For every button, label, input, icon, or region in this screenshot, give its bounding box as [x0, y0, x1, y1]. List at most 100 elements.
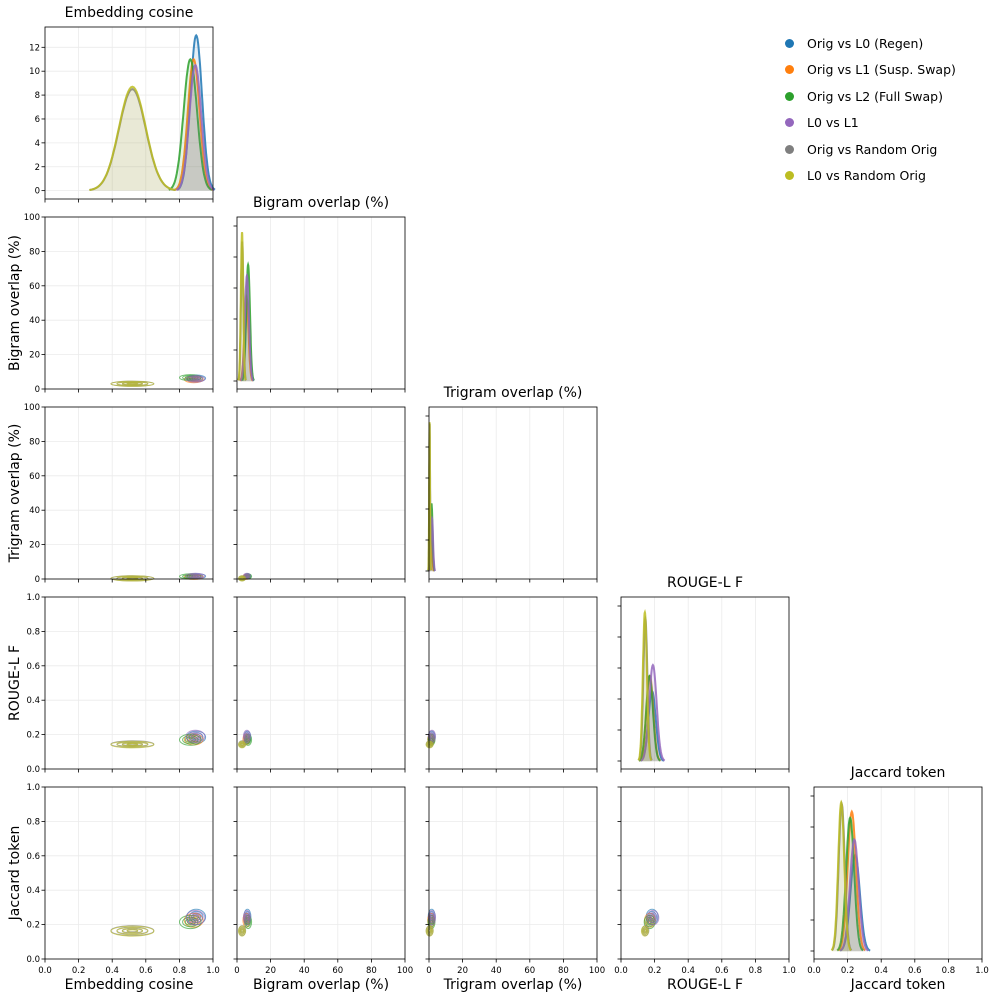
contour [110, 380, 155, 387]
y-tick-label: 0 [35, 575, 40, 585]
row-label: Jaccard token [7, 826, 23, 922]
contour [239, 742, 245, 747]
legend-marker [785, 38, 794, 48]
contour [245, 734, 249, 739]
x-tick-label: 60 [524, 966, 535, 976]
panel-4-4 [810, 786, 983, 963]
contour [427, 928, 432, 934]
panel-1-0 [41, 216, 214, 393]
y-tick-label: 0 [35, 187, 40, 197]
contour [242, 910, 251, 926]
contour [116, 576, 149, 581]
legend-marker [785, 118, 794, 128]
x-tick-label: 0.6 [908, 966, 922, 976]
contour [126, 743, 139, 746]
y-tick-label: 20 [29, 541, 40, 551]
legend-label: L0 vs Random Orig [807, 168, 926, 184]
x-tick-label: 100 [397, 966, 413, 976]
panel-frame [44, 786, 214, 960]
contour [192, 574, 199, 578]
legend-label: Orig vs L2 (Full Swap) [807, 88, 943, 104]
density-curve [640, 663, 666, 762]
x-tick-label: 0.4 [874, 966, 888, 976]
contour [121, 928, 143, 934]
contour [116, 927, 149, 936]
contour [240, 743, 244, 746]
contour [239, 741, 245, 748]
diag-title: Embedding cosine [65, 5, 194, 21]
x-tick-label: 0 [234, 966, 239, 976]
panel-3-0 [41, 596, 214, 773]
density-curve [176, 63, 215, 191]
panel-frame [236, 406, 406, 580]
y-tick-label: 1.0 [26, 593, 40, 603]
y-tick-label: 100 [24, 403, 40, 413]
contour [179, 733, 202, 746]
panel-4-0 [41, 786, 214, 963]
diag-title: Trigram overlap (%) [443, 385, 583, 401]
row-label: ROUGE-L F [7, 645, 23, 721]
panel-4-3 [617, 786, 790, 963]
legend-item: Orig vs L0 (Regen) [785, 30, 956, 57]
y-tick-label: 4 [35, 139, 40, 149]
contour [179, 914, 202, 930]
panel-frame [428, 596, 598, 770]
contour [243, 731, 250, 742]
contour [430, 734, 434, 739]
contour [185, 910, 206, 926]
contour [425, 925, 434, 937]
diag-title: ROUGE-L F [667, 575, 743, 591]
legend-item: Orig vs L2 (Full Swap) [785, 83, 956, 110]
legend-marker [785, 65, 794, 75]
contour [426, 927, 433, 936]
contour [643, 929, 647, 933]
panel-frame [428, 406, 598, 580]
x-tick-label: 40 [299, 966, 310, 976]
contour [110, 575, 155, 582]
y-tick-label: 0.6 [26, 852, 40, 862]
contour [429, 733, 435, 740]
x-tick-label: 80 [558, 966, 569, 976]
y-tick-label: 8 [35, 91, 40, 101]
contour [426, 741, 433, 748]
contour [642, 928, 648, 934]
contour [430, 915, 434, 921]
panel-frame [44, 26, 214, 200]
contour [110, 740, 155, 749]
y-tick-label: 40 [29, 316, 40, 326]
contour [126, 929, 139, 933]
panel-frame [236, 216, 406, 390]
contour [429, 731, 435, 742]
contour [244, 733, 250, 740]
legend-item: Orig vs L1 (Susp. Swap) [785, 57, 956, 84]
legend-item: L0 vs L1 [785, 110, 956, 137]
y-tick-label: 1.0 [26, 783, 40, 793]
contour [239, 576, 245, 581]
contour [640, 925, 649, 937]
x-tick-label: 0.4 [105, 966, 119, 976]
panel-2-2 [425, 406, 598, 583]
legend: Orig vs L0 (Regen) Orig vs L1 (Susp. Swa… [785, 30, 956, 189]
legend-label: L0 vs L1 [807, 115, 859, 131]
x-tick-label: 0.4 [681, 966, 695, 976]
panel-frame [44, 216, 214, 390]
y-tick-label: 0.4 [26, 696, 40, 706]
density-curve [174, 57, 214, 191]
contour [190, 376, 201, 381]
contour [238, 575, 246, 582]
panel-frame [236, 596, 406, 770]
contour [121, 742, 143, 747]
contour [190, 733, 201, 740]
x-tick-label: 20 [265, 966, 276, 976]
panel-frame [44, 406, 214, 580]
contour [116, 741, 149, 748]
contour [425, 740, 434, 749]
contour [192, 915, 199, 921]
panel-3-3 [617, 596, 790, 773]
panel-2-1 [233, 406, 406, 583]
y-tick-label: 0.6 [26, 662, 40, 672]
contour [244, 913, 250, 922]
panel-1-1 [233, 216, 406, 393]
col-label: Trigram overlap (%) [443, 977, 583, 993]
